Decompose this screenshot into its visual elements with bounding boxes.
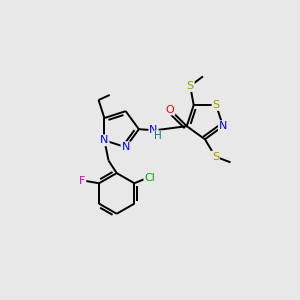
- Text: Cl: Cl: [145, 173, 155, 183]
- Text: N: N: [219, 121, 227, 131]
- Text: S: S: [187, 81, 194, 91]
- Text: N: N: [122, 142, 130, 152]
- Text: N: N: [149, 125, 158, 135]
- Text: N: N: [100, 135, 109, 145]
- Text: F: F: [79, 176, 85, 186]
- Text: S: S: [212, 100, 220, 110]
- Text: O: O: [166, 104, 174, 115]
- Text: H: H: [154, 131, 162, 141]
- Text: S: S: [212, 152, 219, 162]
